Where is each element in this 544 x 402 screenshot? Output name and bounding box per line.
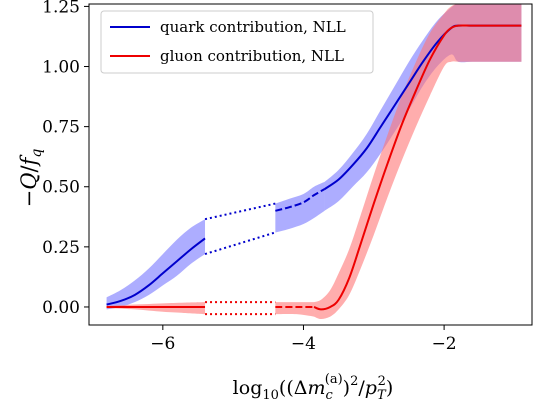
x-tick-label: −6: [150, 334, 175, 354]
plot-area: [106, 3, 522, 319]
x-tick-label: −4: [291, 334, 316, 354]
gluon-band-segment-2: [314, 3, 522, 319]
quark-dotted-connector-0: [204, 202, 276, 221]
gluon-line-segment-2: [313, 24, 522, 311]
legend: quark contribution, NLL gluon contributi…: [100, 10, 374, 74]
quark-line-segment-1: [275, 188, 326, 212]
legend-box: [100, 10, 374, 74]
gluon-band-segment-0: [106, 302, 206, 315]
y-tick-label: 0.75: [42, 118, 80, 138]
x-tick-label: −2: [432, 334, 457, 354]
y-axis-label: −Q/fq: [17, 149, 45, 208]
uncertainty-bands: [106, 3, 522, 319]
legend-label-gluon: gluon contribution, NLL: [160, 47, 344, 65]
legend-label-quark: quark contribution, NLL: [160, 18, 346, 36]
y-tick-label: 1.00: [42, 58, 80, 78]
series-lines: [106, 24, 522, 311]
quark-line-segment-0: [106, 237, 206, 306]
x-axis-label: log10((Δmc(a))2/pT2): [233, 372, 394, 402]
quark-band-segment-0: [106, 219, 206, 310]
dotted-connectors: [204, 202, 276, 316]
x-axis-ticks: −6 −4 −2: [150, 325, 457, 354]
y-tick-label: 0.00: [42, 298, 80, 318]
quark-dotted-connector-1: [204, 231, 276, 256]
quark-band-segment-1: [275, 181, 325, 233]
y-axis-ticks: 0.00 0.25 0.50 0.75 1.00 1.25: [42, 0, 89, 318]
y-tick-label: 0.25: [42, 238, 80, 258]
axes-frame: [88, 3, 533, 326]
y-tick-label: 1.25: [42, 0, 80, 17]
gluon-band-segment-1: [275, 302, 315, 317]
y-tick-label: 0.50: [42, 178, 80, 198]
